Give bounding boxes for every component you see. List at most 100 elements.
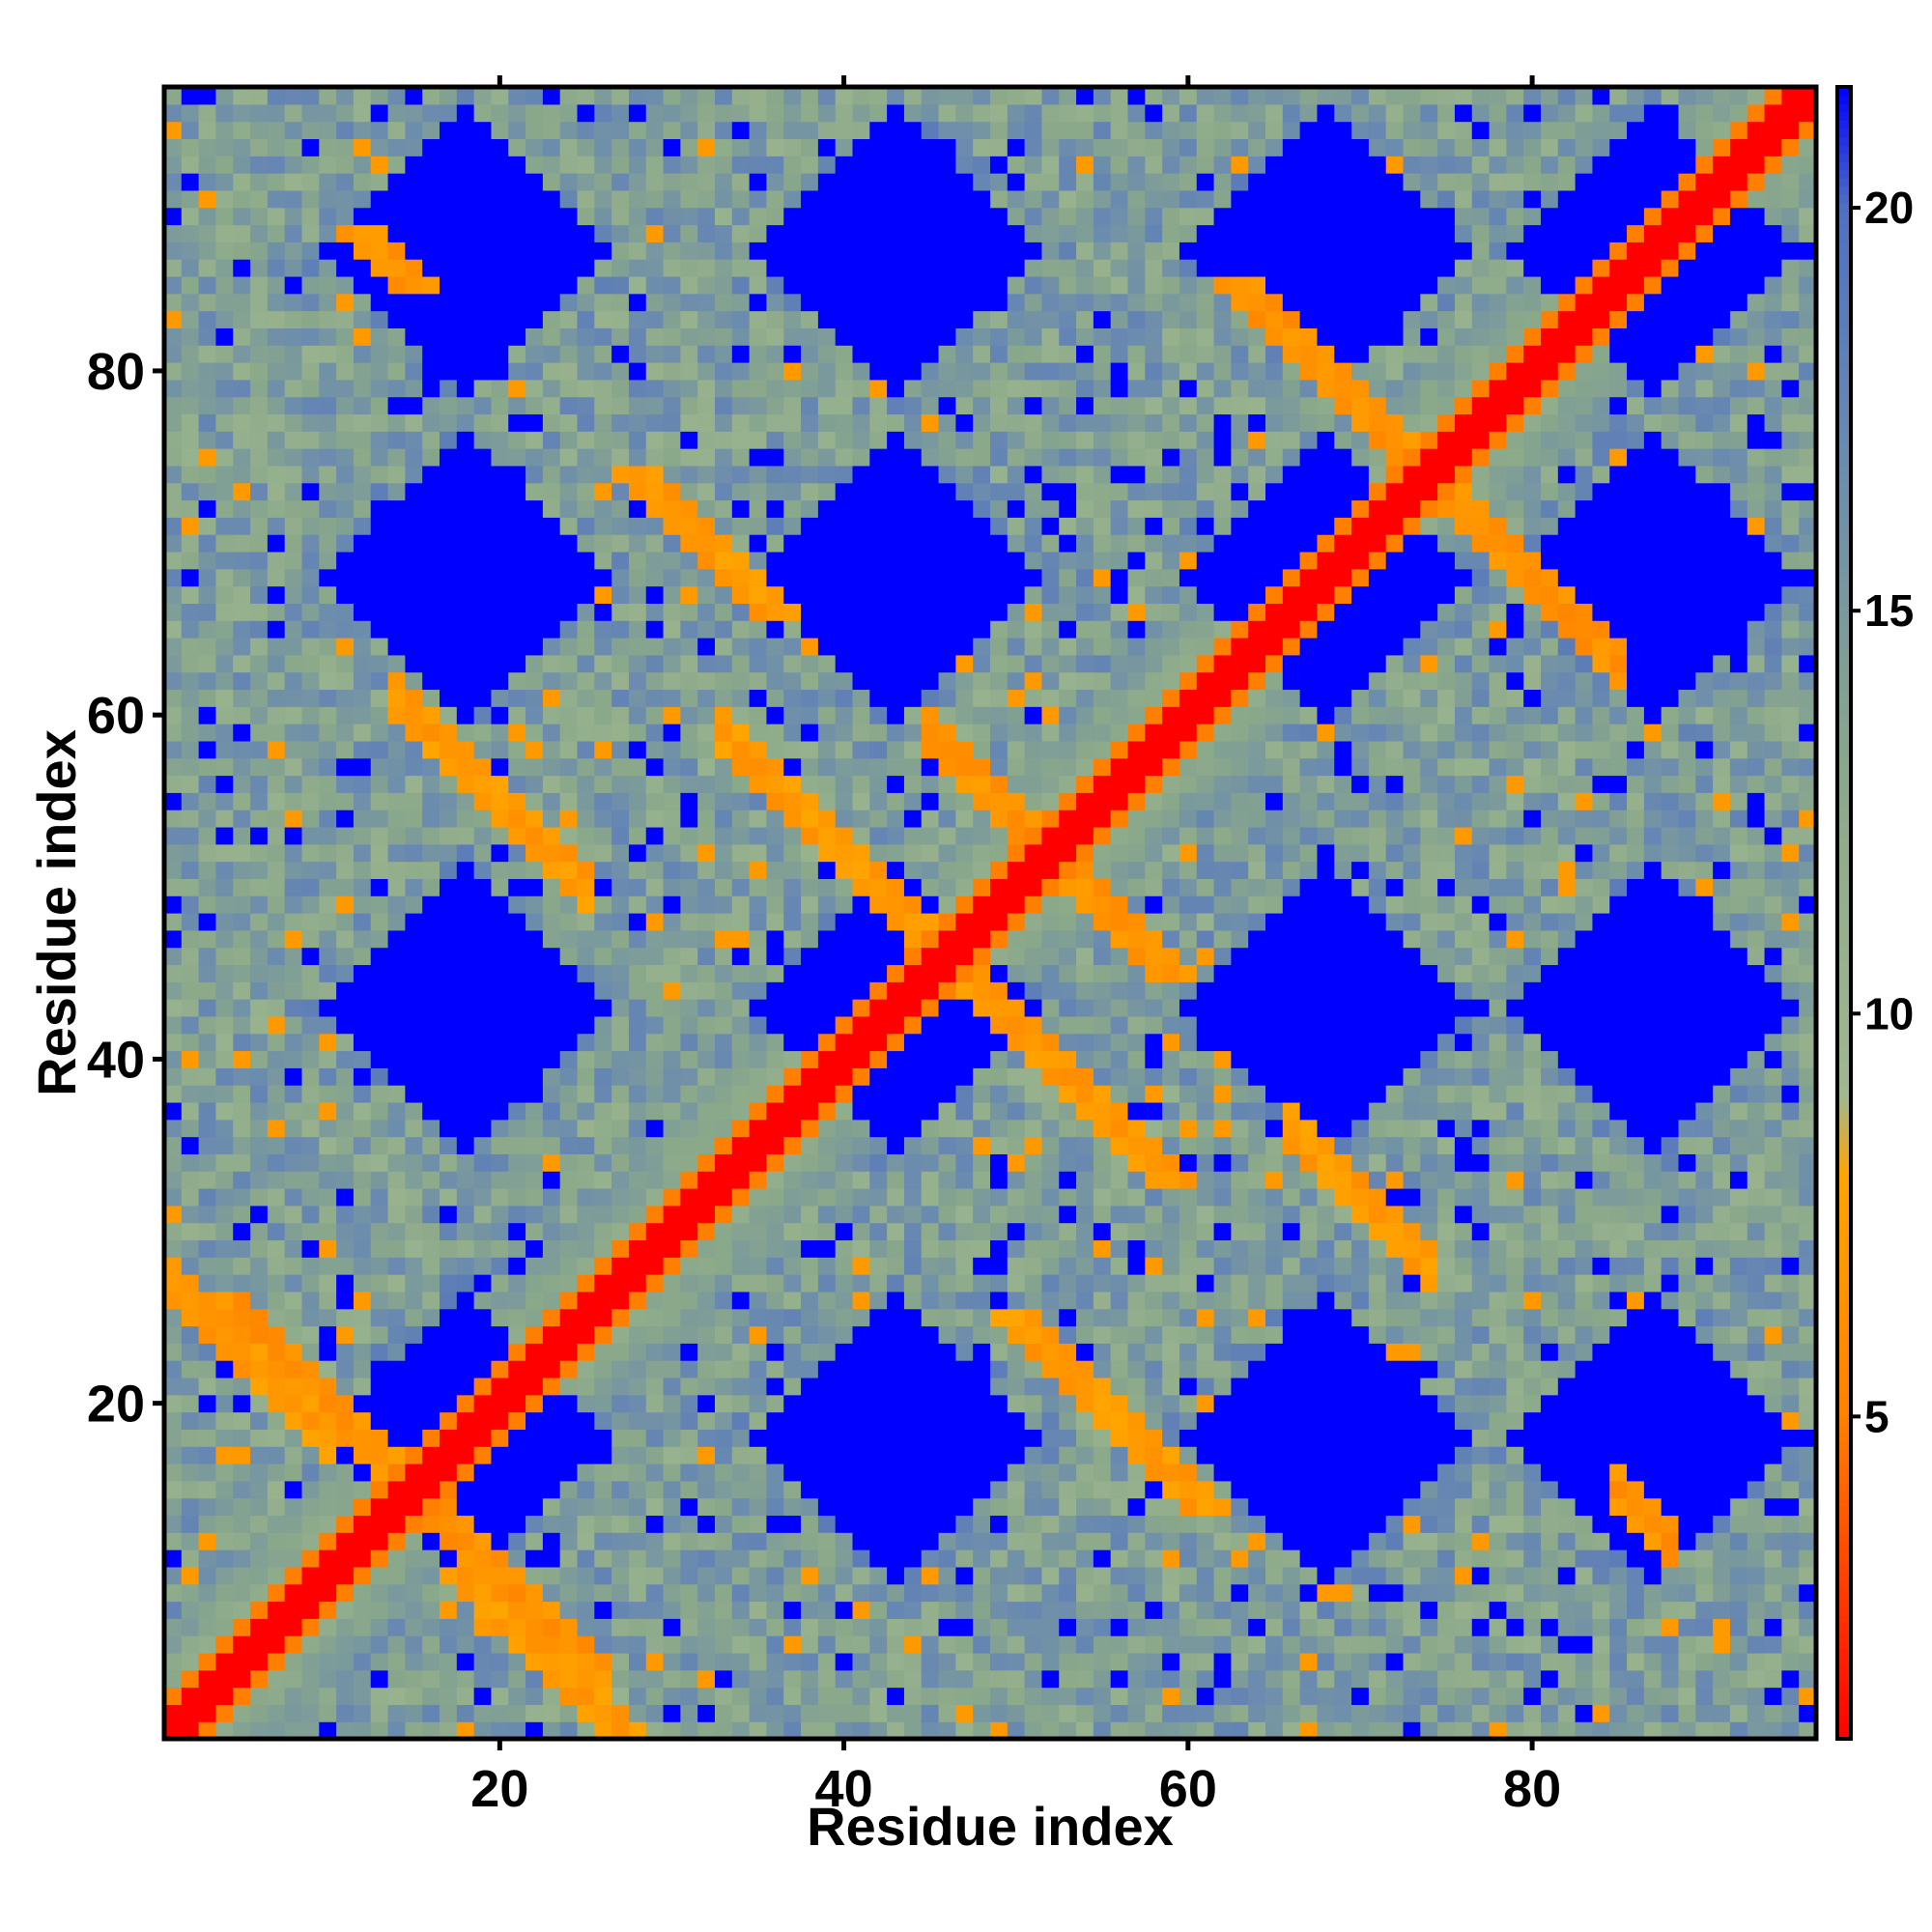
heatmap-cell: [869, 87, 888, 105]
heatmap-cell: [594, 1721, 612, 1740]
heatmap-cell: [215, 224, 234, 242]
heatmap-cell: [336, 87, 355, 105]
heatmap-cell: [301, 465, 320, 484]
heatmap-cell: [1007, 1325, 1026, 1344]
heatmap-cell: [456, 1704, 475, 1722]
heatmap-cell: [766, 103, 784, 123]
heatmap-cell: [284, 689, 303, 707]
heatmap-cell: [319, 207, 337, 226]
heatmap-cell: [422, 792, 440, 810]
heatmap-cell: [353, 1411, 372, 1430]
heatmap-cell: [955, 396, 974, 415]
heatmap-cell: [526, 138, 544, 156]
heatmap-cell: [903, 981, 923, 1000]
heatmap-cell: [887, 1463, 905, 1482]
heatmap-cell: [783, 620, 802, 639]
heatmap-cell: [301, 843, 320, 863]
heatmap-cell: [353, 913, 372, 931]
heatmap-cell: [491, 1085, 509, 1103]
heatmap-cell: [680, 1171, 698, 1189]
heatmap-cell: [611, 895, 630, 914]
heatmap-cell: [336, 757, 355, 777]
heatmap-cell: [697, 706, 716, 724]
heatmap-cell: [697, 843, 716, 863]
heatmap-cell: [817, 103, 837, 123]
heatmap-cell: [955, 1463, 974, 1482]
heatmap-cell: [491, 310, 509, 328]
heatmap-cell: [611, 173, 630, 191]
heatmap-cell: [921, 654, 940, 673]
heatmap-cell: [852, 964, 870, 982]
heatmap-cell: [903, 275, 923, 295]
heatmap-cell: [577, 1601, 595, 1619]
heatmap-cell: [869, 310, 888, 328]
heatmap-cell: [370, 465, 389, 484]
heatmap-cell: [1041, 1652, 1060, 1671]
heatmap-cell: [990, 1222, 1009, 1241]
heatmap-cell: [440, 620, 458, 639]
heatmap-cell: [267, 396, 286, 415]
heatmap-cell: [284, 431, 303, 449]
heatmap-cell: [267, 671, 286, 691]
heatmap-cell: [628, 1153, 647, 1172]
heatmap-cell: [526, 189, 544, 209]
heatmap-cell: [233, 156, 251, 174]
heatmap-cell: [887, 1188, 905, 1207]
heatmap-cell: [611, 706, 630, 724]
heatmap-cell: [491, 740, 509, 759]
heatmap-cell: [903, 517, 923, 535]
heatmap-cell: [491, 1480, 509, 1499]
heatmap-cell: [783, 1583, 802, 1603]
heatmap-cell: [921, 156, 940, 174]
heatmap-cell: [663, 740, 681, 759]
heatmap-cell: [473, 1463, 493, 1482]
heatmap-cell: [319, 103, 337, 123]
heatmap-cell: [456, 1429, 475, 1447]
heatmap-cell: [542, 156, 561, 174]
heatmap-cell: [731, 121, 751, 140]
heatmap-cell: [559, 379, 579, 398]
heatmap-cell: [422, 1067, 440, 1086]
heatmap-cell: [336, 1050, 355, 1068]
heatmap-cell: [680, 275, 698, 295]
heatmap-cell: [284, 947, 303, 966]
heatmap-cell: [955, 224, 974, 242]
heatmap-cell: [801, 327, 819, 346]
heatmap-cell: [215, 1171, 234, 1189]
heatmap-cell: [749, 224, 768, 242]
heatmap-cell: [250, 242, 269, 260]
heatmap-cell: [903, 1325, 923, 1344]
heatmap-cell: [215, 1635, 234, 1654]
heatmap-cell: [164, 1480, 183, 1499]
heatmap-cell: [887, 1721, 905, 1740]
heatmap-cell: [267, 654, 286, 673]
heatmap-cell: [835, 929, 854, 949]
heatmap-cell: [611, 1239, 630, 1258]
heatmap-cell: [835, 1429, 854, 1447]
heatmap-cell: [1041, 638, 1060, 656]
heatmap-cell: [284, 585, 303, 604]
heatmap-cell: [250, 620, 269, 639]
heatmap-cell: [955, 1291, 974, 1310]
heatmap-cell: [473, 792, 493, 810]
heatmap-cell: [542, 1050, 561, 1068]
heatmap-cell: [835, 1101, 854, 1121]
heatmap-cell: [663, 1669, 681, 1689]
heatmap-cell: [1007, 310, 1026, 328]
heatmap-cell: [422, 173, 440, 191]
heatmap-cell: [353, 1601, 372, 1619]
heatmap-cell: [387, 1308, 406, 1327]
heatmap-cell: [198, 947, 217, 966]
heatmap-cell: [1041, 156, 1060, 174]
heatmap-cell: [697, 207, 716, 226]
heatmap-cell: [559, 1429, 579, 1447]
heatmap-cell: [955, 1566, 974, 1585]
heatmap-cell: [783, 310, 802, 328]
heatmap-cell: [336, 1687, 355, 1705]
heatmap-cell: [267, 724, 286, 742]
heatmap-cell: [697, 465, 716, 484]
heatmap-cell: [835, 1652, 854, 1671]
heatmap-cell: [955, 517, 974, 535]
heatmap-cell: [233, 638, 251, 656]
heatmap-cell: [801, 843, 819, 863]
